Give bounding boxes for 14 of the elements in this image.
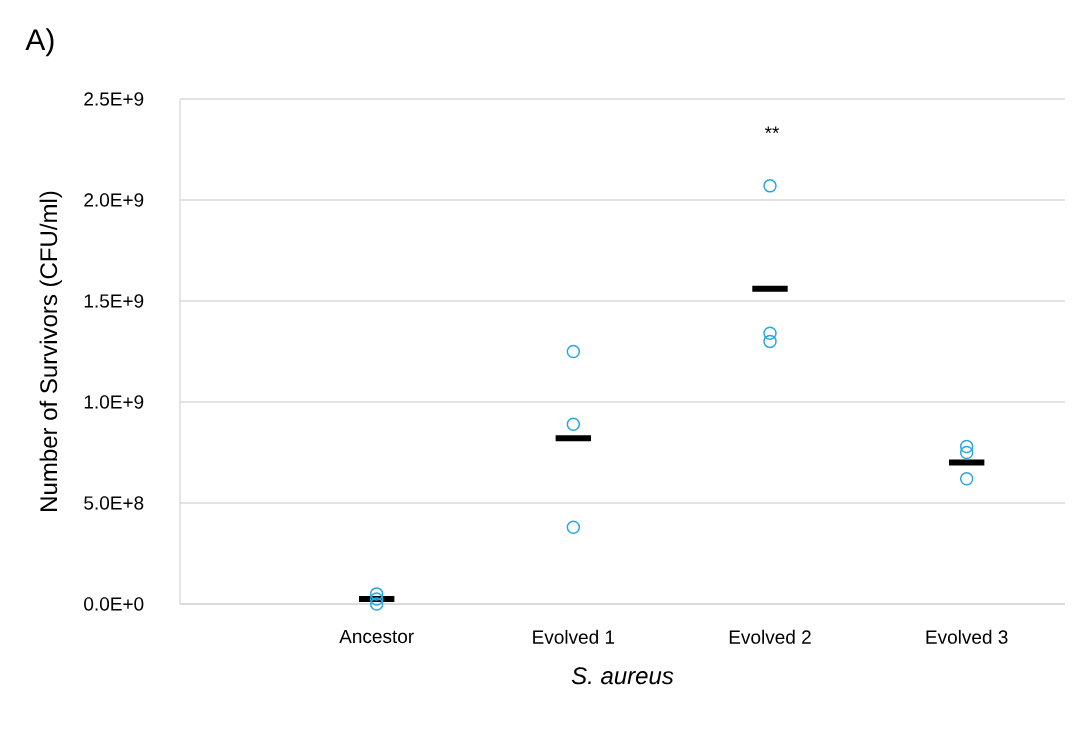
y-tick-label: 1.0E+9 (84, 395, 144, 409)
x-tick-label: Evolved 2 (729, 629, 811, 644)
annotation: ** (764, 126, 780, 134)
y-tick-label: 0.0E+0 (84, 597, 144, 611)
y-axis-title: Number of Survivors (CFU/ml) (39, 191, 62, 511)
y-tick-label: 2.5E+9 (84, 92, 144, 106)
x-axis-title: S. aureus (571, 667, 674, 685)
x-tick-label: Evolved 1 (533, 629, 615, 644)
y-tick-label: 1.5E+9 (84, 294, 144, 308)
y-tick-label: 2.0E+9 (84, 193, 144, 207)
chart-title: A) (25, 28, 54, 57)
x-tick-label: Evolved 3 (926, 629, 1008, 644)
x-tick-label: Ancestor (339, 629, 414, 644)
y-tick-label: 5.0E+8 (84, 496, 144, 510)
